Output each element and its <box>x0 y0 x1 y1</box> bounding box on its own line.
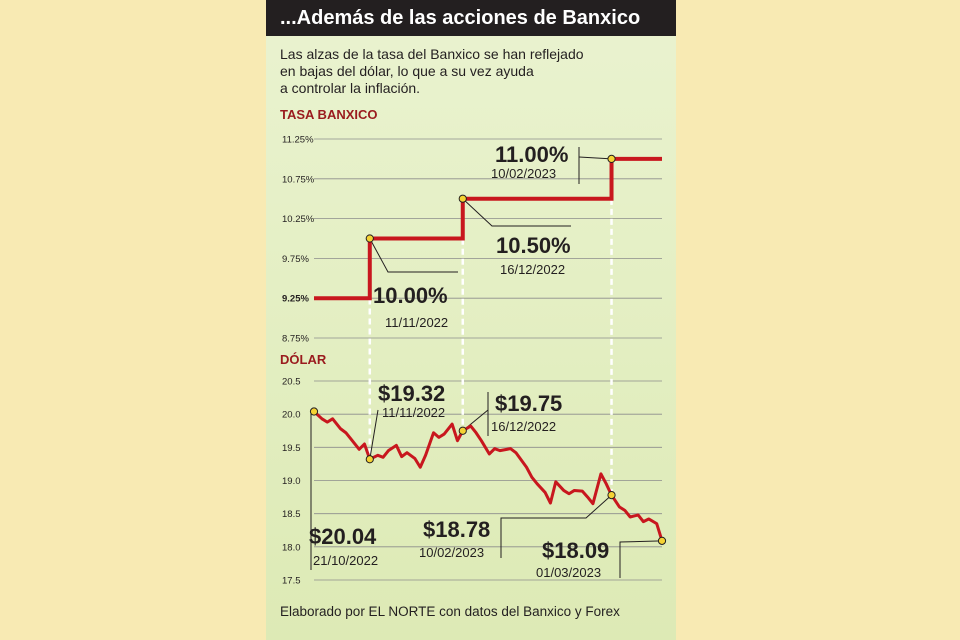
leader-rate-10-00 <box>369 238 458 273</box>
dollar-tick-label: 20.0 <box>282 410 301 421</box>
rate-date-10-50: 16/12/2022 <box>500 262 565 277</box>
rate-change-marker <box>365 234 374 243</box>
dollar-tick-label: 19.0 <box>282 476 301 487</box>
rate-label-10-50: 10.50% <box>496 233 571 258</box>
markers <box>309 154 667 545</box>
dollar-marker <box>657 536 667 545</box>
rate-date-11-00: 10/02/2023 <box>491 166 556 181</box>
dollar-tick-label: 18.0 <box>282 542 301 553</box>
dollar-section-label: DÓLAR <box>280 352 327 367</box>
dollar-tick-label: 19.5 <box>282 443 301 454</box>
dollar-label-20-04: $20.04 <box>309 524 377 549</box>
rate-tick-label: 10.25% <box>282 214 315 225</box>
rate-section-label: TASA BANXICO <box>280 107 378 122</box>
rate-tick-label: 10.75% <box>282 174 315 185</box>
infographic-panel: ...Además de las acciones de Banxico Las… <box>266 0 676 640</box>
leader-rate-10-50 <box>462 198 571 227</box>
dollar-date-18-09: 01/03/2023 <box>536 565 601 580</box>
leader-dollar-18-09 <box>619 540 663 578</box>
dollar-label-19-75: $19.75 <box>495 391 562 416</box>
charts-svg: TASA BANXICO DÓLAR 11.25% 10.75% 10.25% 9.7… <box>280 107 667 587</box>
page-title: ...Además de las acciones de Banxico <box>280 7 641 29</box>
dollar-date-20-04: 21/10/2022 <box>313 553 378 568</box>
intro-text: Las alzas de la tasa del Banxico se han … <box>280 46 620 97</box>
title-bar: ...Además de las acciones de Banxico <box>266 0 676 36</box>
rate-change-marker <box>458 194 467 203</box>
dollar-tick-label: 17.5 <box>282 576 301 587</box>
dollar-marker <box>607 490 616 500</box>
dollar-date-19-75: 16/12/2022 <box>491 419 556 434</box>
rate-change-marker <box>607 154 616 163</box>
dollar-marker <box>309 407 319 416</box>
dollar-marker <box>365 455 374 464</box>
gridlines <box>314 138 662 581</box>
leader-dollar-18-78 <box>500 494 612 558</box>
rate-tick-label: 9.75% <box>282 254 309 265</box>
guide-lines <box>368 158 613 496</box>
dollar-label-19-32: $19.32 <box>378 381 445 406</box>
rate-label-11-00: 11.00% <box>495 142 568 167</box>
rate-tick-label: 9.25% <box>282 294 309 305</box>
dollar-label-18-78: $18.78 <box>423 517 490 542</box>
rate-series-line <box>314 156 662 301</box>
rate-label-10-00: 10.00% <box>373 283 448 308</box>
dollar-tick-label: 20.5 <box>282 377 301 388</box>
rate-tick-label: 8.75% <box>282 334 309 345</box>
series-lines <box>312 156 664 542</box>
rate-date-10-00: 11/11/2022 <box>385 315 448 330</box>
dollar-date-18-78: 10/02/2023 <box>419 545 484 560</box>
leader-rate-11-00 <box>578 156 612 160</box>
dollar-marker <box>458 426 467 435</box>
dollar-date-19-32: 11/11/2022 <box>382 405 445 420</box>
intro-line-1: Las alzas de la tasa del Banxico se han … <box>280 46 584 62</box>
intro-line-3: a controlar la inflación. <box>280 80 421 96</box>
source-note: Elaborado por EL NORTE con datos del Ban… <box>280 604 620 619</box>
leader-dollar-19-32 <box>369 409 379 460</box>
dollar-label-18-09: $18.09 <box>542 538 609 563</box>
dollar-tick-label: 18.5 <box>282 509 301 520</box>
intro-line-2: en bajas del dólar, lo que a su vez ayud… <box>280 63 534 79</box>
y-axis-ticks: 11.25% 10.75% 10.25% 9.75% 9.25% 8.75% 20.5 20.… <box>282 135 315 587</box>
rate-tick-label: 11.25% <box>282 135 314 146</box>
